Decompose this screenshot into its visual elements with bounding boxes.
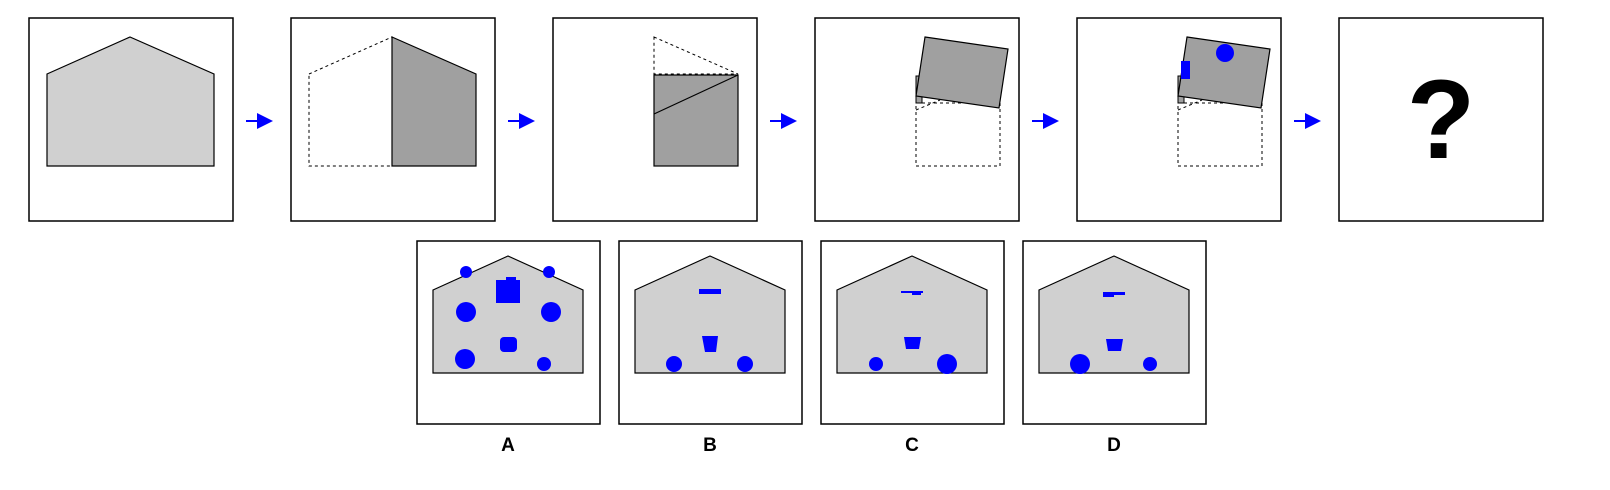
option-d-label[interactable]: D [1107, 435, 1121, 456]
hole-trapezoid [1106, 339, 1123, 351]
folded-rectangle [653, 74, 739, 167]
option-a-holes [455, 266, 561, 371]
option-a-label[interactable]: A [501, 435, 515, 456]
option-d-paper [1038, 255, 1190, 374]
folded-half [391, 36, 477, 167]
option-b-label[interactable]: B [703, 435, 717, 456]
unfolded-bottom-outline [1177, 102, 1263, 167]
option-c-label[interactable]: C [905, 435, 919, 456]
punched-circle-hole [1216, 44, 1234, 62]
hole-circle [1143, 357, 1157, 371]
hole-circle [869, 357, 883, 371]
unfolded-bottom-outline [915, 102, 1001, 167]
hole-circle [937, 354, 957, 374]
hole-circle [543, 266, 555, 278]
hole-slot [699, 289, 721, 294]
hole-circle [537, 357, 551, 371]
hole-cross [500, 337, 517, 352]
punched-square-hole [1181, 61, 1190, 79]
option-c-holes [869, 291, 957, 374]
option-b-panel[interactable] [618, 240, 803, 425]
answer-panel: ? [1338, 17, 1544, 222]
option-a-paper [432, 255, 584, 374]
hole-circle [666, 356, 682, 372]
step-2-panel [290, 17, 496, 222]
option-d-holes [1070, 292, 1157, 374]
question-mark: ? [1407, 57, 1475, 182]
hole-circle [460, 266, 472, 278]
hole-square [506, 277, 516, 283]
option-d-panel[interactable] [1022, 240, 1207, 425]
option-c-paper [836, 255, 988, 374]
hole-trapezoid [904, 337, 921, 349]
hole-square [496, 280, 520, 303]
folded-away-outline [308, 36, 393, 167]
option-a-panel[interactable] [416, 240, 601, 425]
fold-edge [653, 74, 739, 115]
folded-triangle-outline [653, 36, 739, 75]
hole-trapezoid [702, 336, 718, 352]
fold-edge-dashed [915, 99, 941, 111]
option-c-panel[interactable] [820, 240, 1005, 425]
paper-pentagon [46, 36, 215, 167]
tilted-folded-paper [915, 36, 1009, 109]
option-b-holes [666, 289, 753, 372]
step-1-panel [28, 17, 234, 222]
hole-circle [1070, 354, 1090, 374]
hole-slot [912, 291, 921, 295]
step-5-panel [1076, 17, 1282, 222]
hole-circle [455, 349, 475, 369]
hole-circle [737, 356, 753, 372]
hole-circle [541, 302, 561, 322]
fold-edge-dashed [1177, 99, 1203, 111]
option-b-paper [634, 255, 786, 374]
hole-circle [456, 302, 476, 322]
step-4-panel [814, 17, 1020, 222]
step-3-panel [552, 17, 758, 222]
hole-slot [1103, 292, 1114, 297]
